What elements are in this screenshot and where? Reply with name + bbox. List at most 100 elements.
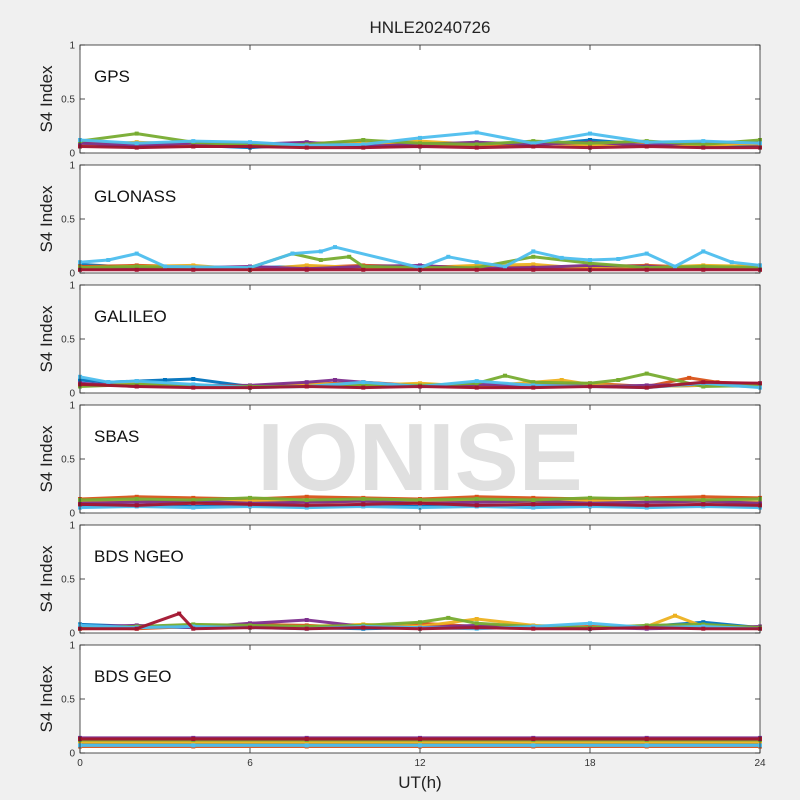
- data-point: [644, 251, 649, 256]
- data-point: [361, 142, 366, 147]
- data-point: [134, 145, 139, 150]
- data-point: [531, 139, 536, 144]
- data-point: [531, 502, 536, 507]
- data-point: [304, 737, 309, 741]
- data-point: [163, 264, 167, 269]
- data-point: [701, 622, 706, 627]
- data-point: [474, 617, 479, 621]
- data-point: [644, 503, 649, 508]
- data-point: [474, 267, 479, 272]
- y-tick-label: 0: [69, 149, 75, 160]
- data-point: [361, 497, 366, 501]
- y-tick-label: 0.5: [61, 455, 75, 466]
- data-point: [701, 504, 706, 509]
- data-point: [248, 502, 252, 507]
- y-tick-label: 0: [69, 749, 75, 760]
- data-point: [588, 381, 592, 386]
- y-tick-label: 0.5: [61, 575, 75, 586]
- data-point: [163, 378, 167, 382]
- data-point: [673, 613, 677, 618]
- data-point: [474, 621, 479, 626]
- panel-bds-geo: 0 0.5 1 BDS GEO S4 Index: [37, 641, 762, 760]
- data-point: [644, 383, 649, 388]
- data-point: [588, 145, 592, 150]
- data-point: [588, 131, 592, 136]
- data-point: [701, 267, 706, 272]
- data-point: [361, 267, 366, 272]
- panel-label: GPS: [94, 67, 130, 86]
- panel-background: [80, 525, 760, 633]
- data-point: [531, 249, 536, 254]
- y-tick-label: 0.5: [61, 695, 75, 706]
- data-point: [474, 625, 479, 630]
- data-point: [361, 499, 366, 504]
- data-point: [418, 505, 422, 510]
- data-point: [418, 384, 422, 389]
- data-point: [134, 503, 139, 508]
- data-point: [531, 383, 536, 388]
- data-point: [701, 498, 706, 502]
- data-point: [418, 139, 422, 144]
- data-point: [304, 498, 309, 502]
- data-point: [304, 263, 309, 268]
- data-point: [588, 263, 592, 268]
- data-point: [191, 495, 196, 500]
- data-point: [673, 264, 677, 269]
- data-point: [531, 743, 536, 748]
- data-point: [191, 498, 196, 502]
- data-point: [304, 505, 309, 510]
- data-point: [347, 254, 352, 259]
- y-tick-label: 1: [69, 41, 75, 52]
- data-point: [474, 381, 479, 386]
- data-point: [418, 740, 422, 745]
- data-point: [616, 378, 621, 382]
- data-point: [531, 626, 536, 631]
- panel-background: [80, 405, 760, 513]
- data-point: [134, 494, 139, 499]
- data-point: [588, 141, 592, 146]
- data-point: [531, 267, 536, 272]
- data-point: [191, 139, 196, 144]
- data-point: [531, 624, 536, 629]
- x-tick-label: 24: [754, 758, 766, 769]
- data-point: [248, 623, 252, 628]
- data-point: [248, 625, 252, 630]
- data-point: [531, 498, 536, 502]
- x-tick-label: 0: [77, 758, 83, 769]
- data-point: [644, 740, 649, 745]
- data-point: [134, 497, 139, 501]
- data-point: [701, 142, 706, 147]
- data-point: [418, 743, 422, 748]
- data-point: [531, 740, 536, 745]
- watermark-logo: IONISE: [257, 404, 582, 511]
- data-point: [191, 144, 196, 149]
- data-point: [644, 144, 649, 149]
- data-point: [304, 618, 309, 622]
- data-point: [191, 267, 196, 272]
- data-point: [333, 245, 337, 250]
- data-point: [588, 621, 592, 626]
- data-point: [474, 140, 479, 145]
- data-point: [474, 130, 479, 135]
- data-point: [134, 626, 139, 631]
- data-point: [644, 737, 649, 741]
- data-point: [559, 378, 564, 382]
- x-axis-label: UT(h): [398, 773, 441, 792]
- data-point: [304, 380, 309, 385]
- data-point: [361, 625, 366, 630]
- panel-label: BDS GEO: [94, 667, 171, 686]
- data-point: [588, 384, 592, 389]
- data-point: [418, 620, 422, 625]
- data-point: [418, 498, 422, 502]
- data-point: [701, 264, 706, 269]
- x-tick-label: 6: [247, 758, 253, 769]
- data-point: [106, 258, 111, 262]
- data-point: [191, 743, 196, 748]
- data-point: [701, 494, 706, 499]
- data-point: [248, 499, 252, 504]
- data-point: [474, 503, 479, 508]
- data-point: [644, 140, 649, 145]
- data-point: [474, 500, 479, 505]
- data-point: [644, 267, 649, 272]
